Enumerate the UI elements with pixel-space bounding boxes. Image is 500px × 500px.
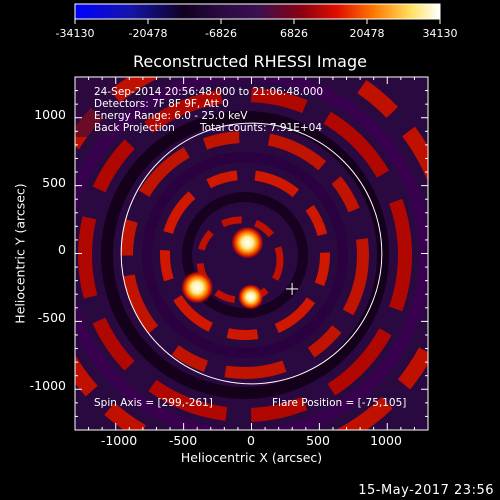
axis-ticks <box>75 77 428 430</box>
flare-source-0 <box>231 226 264 259</box>
ripple-ring <box>75 77 428 430</box>
timestamp-footer: 15-May-2017 23:56 <box>358 483 494 498</box>
x-tick-label: -1000 <box>100 433 138 448</box>
y-tick-label: 500 <box>42 175 66 190</box>
method-label: Back Projection <box>94 122 175 134</box>
colorbar-tick-label: 6826 <box>280 27 308 40</box>
colorbar-tick-label: -34130 <box>55 27 95 40</box>
detectors-label: Detectors: 7F 8F 9F, Att 0 <box>94 98 229 110</box>
ripple-ring <box>182 192 308 318</box>
x-tick-label: 0 <box>247 433 255 448</box>
x-tick-label: 500 <box>306 433 330 448</box>
colorbar-gradient <box>74 3 441 20</box>
x-axis-label: Heliocentric X (arcsec) <box>180 450 323 465</box>
flare-source-1 <box>181 271 214 304</box>
ripple-ring <box>142 152 348 358</box>
chart-title: Reconstructed RHESSI Image <box>133 52 367 71</box>
colorbar-tick-label: -6826 <box>205 27 237 40</box>
ripple-ring <box>196 216 284 304</box>
ripple-ring <box>101 111 389 399</box>
energy-range-label: Energy Range: 6.0 - 25.0 keV <box>94 110 248 122</box>
colorbar <box>74 3 441 24</box>
x-tick-label: -500 <box>168 433 198 448</box>
colorbar-tick-label: 34130 <box>422 27 458 40</box>
colorbar-ticks <box>74 19 441 24</box>
colorbar-tick-label: 20478 <box>349 27 385 40</box>
colorbar-tick-label: -20478 <box>128 27 168 40</box>
y-tick-label: -1000 <box>29 378 66 393</box>
total-counts-label: Total counts: 7.91E+04 <box>200 122 323 134</box>
ripple-ring <box>78 88 412 422</box>
y-tick-label: 0 <box>58 242 66 257</box>
solar-limb <box>120 122 383 385</box>
y-axis-label: Heliocentric Y (arcsec) <box>12 183 28 324</box>
y-tick-label: 1000 <box>34 107 66 122</box>
x-tick-label: 1000 <box>370 433 402 448</box>
ripple-ring <box>121 131 369 379</box>
flare-source-2 <box>238 284 264 310</box>
flare-sources <box>181 226 264 310</box>
flare-position-label: Flare Position = [-75,105] <box>272 397 407 409</box>
spin-axis-label: Spin Axis = [299,-261] <box>94 397 213 409</box>
ripple-ring <box>160 170 330 340</box>
time-range-label: 24-Sep-2014 20:56:48.000 to 21:06:48.000 <box>94 86 324 98</box>
emission-pattern <box>75 77 428 430</box>
y-tick-label: -500 <box>37 310 66 325</box>
spin-axis-marker <box>286 282 299 295</box>
